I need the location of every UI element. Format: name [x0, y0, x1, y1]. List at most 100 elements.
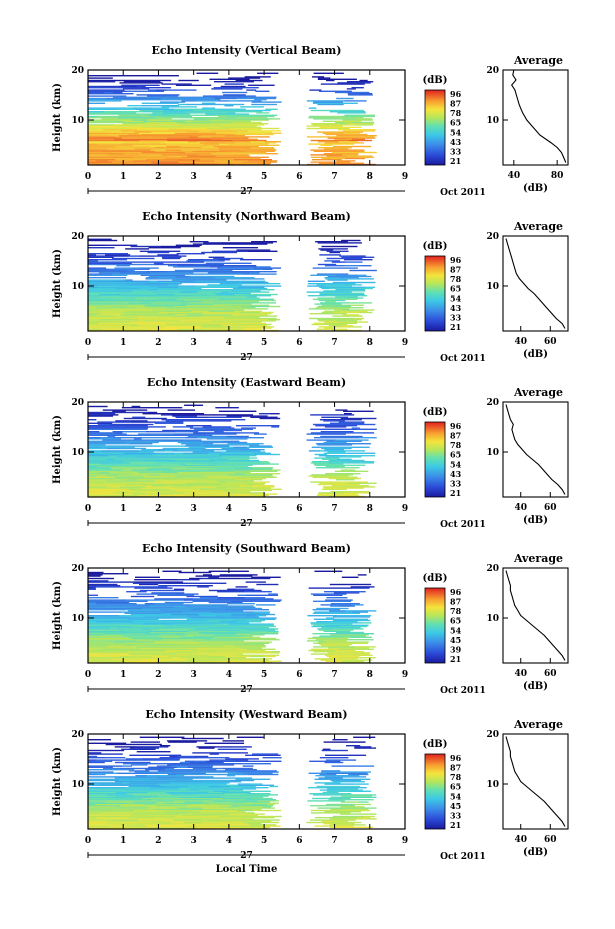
intensity-cell: [114, 267, 141, 269]
intensity-cell: [185, 634, 215, 636]
intensity-cell: [204, 742, 245, 744]
intensity-cell: [228, 291, 270, 293]
intensity-cell: [125, 821, 140, 824]
intensity-cell: [336, 615, 372, 617]
intensity-cell: [320, 481, 333, 483]
intensity-cell: [123, 81, 161, 83]
y-axis-label: Height (km): [52, 747, 63, 816]
intensity-cell: [103, 633, 126, 635]
panel-title: Echo Intensity (Eastward Beam): [147, 376, 346, 389]
average-y-tick-label: 10: [486, 614, 499, 624]
intensity-cell: [128, 327, 152, 329]
intensity-cell: [88, 494, 104, 496]
intensity-cell: [234, 759, 249, 761]
intensity-cell: [240, 289, 275, 291]
intensity-cell: [160, 793, 171, 795]
intensity-cell: [124, 453, 153, 456]
intensity-cell: [205, 428, 237, 430]
intensity-cell: [323, 153, 359, 155]
intensity-cell: [210, 582, 227, 584]
intensity-cell: [155, 775, 185, 777]
intensity-cell: [241, 659, 269, 661]
intensity-cell: [159, 634, 178, 636]
intensity-cell: [318, 777, 343, 779]
x-tick-label: 1: [120, 836, 126, 846]
intensity-cell: [314, 303, 342, 305]
intensity-cell: [168, 488, 201, 490]
colorbar-label: 78: [450, 772, 462, 782]
intensity-cell: [186, 582, 212, 584]
intensity-cell: [88, 153, 106, 155]
intensity-cell: [142, 413, 178, 415]
intensity-cell: [219, 803, 252, 806]
intensity-field: [88, 570, 377, 664]
average-x-tick-label: 40: [514, 669, 527, 679]
intensity-cell: [186, 314, 233, 316]
intensity-cell: [88, 594, 99, 596]
intensity-cell: [212, 161, 244, 163]
intensity-cell: [128, 465, 156, 468]
intensity-cell: [201, 315, 240, 317]
intensity-cell: [213, 87, 259, 89]
intensity-cell: [143, 476, 167, 478]
intensity-cell: [208, 576, 220, 578]
intensity-cell: [157, 615, 188, 617]
intensity-cell: [210, 130, 249, 132]
intensity-cell: [313, 618, 325, 620]
intensity-cell: [193, 263, 224, 266]
intensity-cell: [189, 779, 231, 782]
intensity-cell: [174, 485, 198, 487]
intensity-cell: [151, 467, 187, 469]
intensity-cell: [165, 434, 192, 436]
intensity-cell: [357, 817, 371, 819]
intensity-cell: [88, 290, 118, 292]
intensity-cell: [133, 809, 169, 812]
intensity-cell: [145, 159, 179, 161]
intensity-cell: [319, 789, 337, 791]
intensity-cell: [178, 463, 187, 465]
x-axis-label: Local Time: [216, 864, 278, 875]
intensity-cell: [331, 151, 378, 154]
intensity-cell: [137, 581, 184, 583]
intensity-cell: [230, 615, 248, 617]
intensity-cell: [107, 462, 131, 464]
intensity-cell: [174, 156, 182, 158]
colorbar: [424, 753, 446, 830]
intensity-cell: [183, 633, 204, 635]
intensity-cell: [88, 487, 108, 489]
intensity-cell: [186, 642, 199, 644]
intensity-cell: [138, 583, 159, 586]
intensity-cell: [185, 797, 224, 800]
colorbar-label: 54: [450, 293, 462, 303]
intensity-cell: [247, 130, 281, 132]
intensity-cell: [88, 600, 113, 602]
intensity-cell: [215, 407, 239, 409]
intensity-cell: [328, 621, 358, 623]
intensity-cell: [209, 759, 236, 761]
intensity-cell: [237, 809, 253, 812]
intensity-cell: [150, 94, 180, 96]
intensity-cell: [254, 483, 265, 486]
average-x-tick-label: 40: [514, 337, 527, 347]
intensity-cell: [187, 659, 228, 661]
intensity-cell: [191, 434, 213, 436]
intensity-cell: [177, 579, 200, 581]
intensity-cell: [318, 492, 344, 494]
intensity-cell: [195, 467, 221, 469]
intensity-cell: [157, 795, 200, 797]
intensity-cell: [252, 753, 279, 755]
intensity-cell: [170, 778, 193, 780]
intensity-cell: [238, 149, 277, 151]
intensity-cell: [317, 103, 344, 106]
intensity-cell: [311, 76, 325, 78]
intensity-cell: [367, 818, 377, 820]
intensity-cell: [88, 651, 130, 653]
intensity-cell: [95, 160, 109, 162]
intensity-cell: [246, 793, 255, 795]
intensity-cell: [213, 286, 232, 288]
intensity-cell: [203, 633, 237, 635]
intensity-cell: [173, 771, 211, 773]
plot-frame: [87, 69, 406, 166]
intensity-cell: [167, 485, 175, 487]
